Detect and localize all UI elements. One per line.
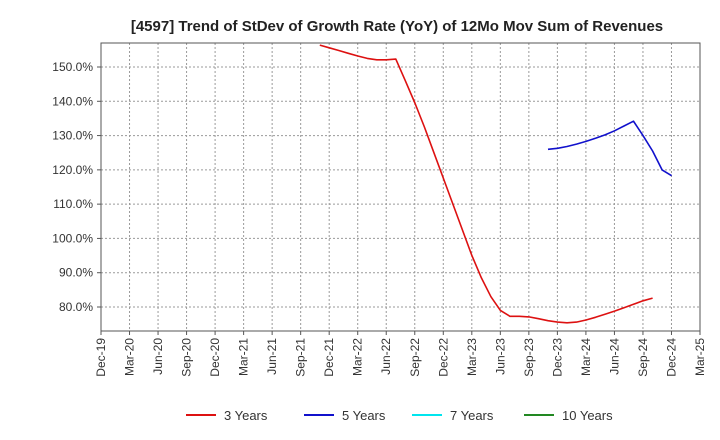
legend-label-7-years: 7 Years — [450, 408, 494, 423]
y-tick-label: 120.0% — [52, 163, 93, 177]
legend-label-5-years: 5 Years — [342, 408, 386, 423]
legend-label-3-years: 3 Years — [224, 408, 268, 423]
x-axis-ticks: Dec-19 Mar-20 Jun-20 Sep-20 Dec-20 Mar-21 Jun-… — [94, 331, 707, 377]
grid-lines — [101, 43, 700, 331]
x-tick-label: Sep-24 — [636, 338, 650, 377]
legend-label-10-years: 10 Years — [562, 408, 613, 423]
series-lines — [319, 44, 673, 324]
x-tick-label: Jun-23 — [493, 338, 507, 375]
x-tick-label: Sep-22 — [408, 338, 422, 377]
x-tick-label: Dec-20 — [208, 338, 222, 377]
series-line-3-years — [319, 44, 653, 324]
x-tick-label: Dec-23 — [550, 338, 564, 377]
chart-title: [4597] Trend of StDev of Growth Rate (Yo… — [131, 18, 663, 35]
x-tick-label: Sep-21 — [294, 338, 308, 377]
y-axis-ticks: 80.0% 90.0% 100.0% 110.0% 120.0% 130.0% 140.0%… — [52, 60, 101, 314]
legend: 3 Years 5 Years 7 Years 10 Years — [186, 408, 613, 423]
x-tick-label: Jun-24 — [607, 338, 621, 375]
x-tick-label: Sep-23 — [522, 338, 536, 377]
x-tick-label: Mar-22 — [351, 338, 365, 376]
y-tick-label: 110.0% — [53, 197, 93, 211]
y-tick-label: 150.0% — [52, 60, 93, 74]
y-tick-label: 80.0% — [59, 300, 93, 314]
x-tick-label: Mar-23 — [465, 338, 479, 376]
x-tick-label: Dec-19 — [94, 338, 108, 377]
x-tick-label: Dec-22 — [436, 338, 450, 377]
x-tick-label: Dec-21 — [322, 338, 336, 377]
plot-area-frame — [100, 42, 701, 332]
x-tick-label: Jun-22 — [379, 338, 393, 375]
series-line-5-years — [547, 120, 673, 177]
x-tick-label: Jun-21 — [265, 338, 279, 375]
y-tick-label: 100.0% — [52, 231, 93, 245]
y-tick-label: 90.0% — [59, 266, 93, 280]
x-tick-label: Mar-20 — [123, 338, 137, 376]
x-tick-label: Dec-24 — [664, 338, 678, 377]
x-tick-label: Mar-21 — [237, 338, 251, 376]
x-tick-label: Sep-20 — [180, 338, 194, 377]
y-tick-label: 140.0% — [52, 94, 93, 108]
x-tick-label: Jun-20 — [151, 338, 165, 375]
y-tick-label: 130.0% — [52, 129, 93, 143]
x-tick-label: Mar-25 — [693, 338, 707, 376]
x-tick-label: Mar-24 — [579, 338, 593, 376]
